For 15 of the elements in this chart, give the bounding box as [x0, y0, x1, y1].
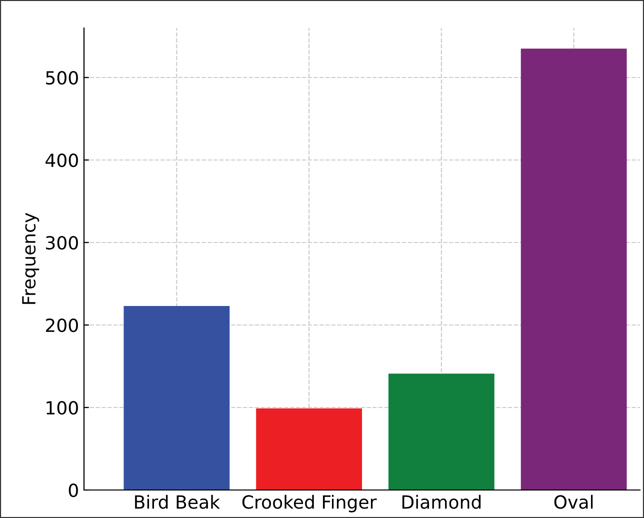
y-tick-label: 0 [68, 483, 78, 498]
y-axis-title: Frequency [22, 212, 40, 304]
x-tick-label: Diamond [402, 494, 481, 509]
bar [520, 48, 627, 490]
bar [124, 306, 230, 490]
y-tick-label: 100 [46, 400, 78, 415]
x-tick-label: Bird Beak [135, 494, 220, 509]
bar [256, 408, 362, 490]
x-tick-label: Oval [554, 494, 593, 509]
x-tick-label: Crooked Finger [242, 494, 377, 512]
y-tick-label: 300 [46, 236, 78, 250]
y-tick-label: 400 [46, 153, 78, 168]
y-tick-label: 500 [46, 70, 78, 85]
y-tick-label: 200 [46, 318, 78, 332]
bar [388, 374, 494, 490]
